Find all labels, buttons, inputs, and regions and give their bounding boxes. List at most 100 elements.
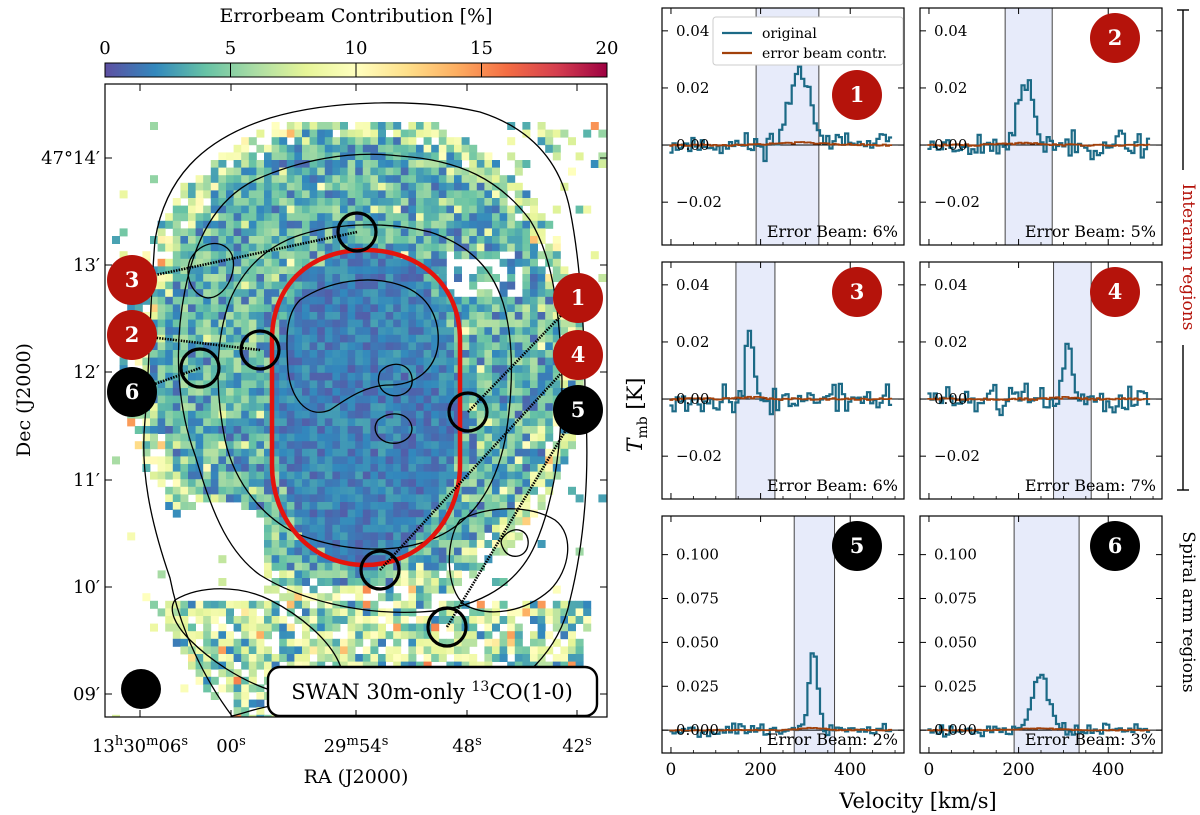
map-pixel bbox=[514, 646, 523, 655]
map-pixel bbox=[309, 228, 318, 237]
map-pixel bbox=[302, 388, 310, 396]
map-pixel bbox=[286, 661, 295, 670]
map-pixel bbox=[142, 456, 151, 465]
map-pixel bbox=[119, 228, 128, 237]
map-pixel bbox=[385, 289, 394, 298]
map-pixel bbox=[172, 213, 181, 222]
map-pixel bbox=[385, 570, 394, 579]
map-pixel bbox=[568, 654, 576, 662]
map-pixel bbox=[317, 486, 326, 495]
map-pixel bbox=[507, 327, 516, 336]
map-pixel bbox=[302, 426, 310, 434]
map-pixel bbox=[431, 327, 440, 336]
map-pixel bbox=[340, 167, 348, 176]
map-pixel bbox=[271, 350, 280, 358]
map-pixel bbox=[172, 289, 181, 298]
map-pixel bbox=[203, 175, 212, 184]
map-pixel bbox=[400, 357, 409, 366]
map-pixel bbox=[241, 418, 250, 427]
y-tick-label: 0.04 bbox=[676, 22, 709, 40]
map-pixel bbox=[279, 578, 288, 586]
map-pixel bbox=[484, 646, 493, 655]
map-pixel bbox=[408, 365, 417, 374]
map-pixel bbox=[568, 631, 576, 640]
map-pixel bbox=[286, 388, 295, 396]
map-pixel bbox=[264, 585, 272, 594]
map-pixel bbox=[340, 144, 348, 153]
map-pixel bbox=[416, 213, 424, 222]
map-pixel bbox=[203, 266, 212, 275]
map-pixel bbox=[286, 122, 295, 130]
map-pixel bbox=[271, 319, 280, 328]
y-tick-label: 0.00 bbox=[934, 136, 967, 154]
map-pixel bbox=[393, 304, 402, 313]
map-pixel bbox=[294, 388, 303, 396]
map-pixel bbox=[286, 509, 295, 518]
map-pixel bbox=[423, 570, 432, 579]
map-pixel bbox=[203, 418, 212, 427]
map-pixel bbox=[522, 296, 531, 305]
map-pixel bbox=[218, 266, 227, 275]
map-pixel bbox=[370, 464, 379, 472]
map-pixel bbox=[431, 304, 440, 313]
map-pixel bbox=[302, 456, 310, 465]
map-pixel bbox=[347, 524, 356, 533]
map-pixel bbox=[271, 585, 280, 594]
map-pixel bbox=[431, 578, 440, 586]
map-pixel bbox=[218, 426, 227, 434]
map-pixel bbox=[408, 661, 417, 670]
map-pixel bbox=[256, 464, 265, 472]
spectra-y-label-main: T bbox=[623, 437, 647, 453]
map-pixel bbox=[264, 608, 272, 617]
map-pixel bbox=[302, 448, 310, 457]
map-pixel bbox=[309, 494, 318, 503]
map-pixel bbox=[476, 509, 485, 518]
map-pixel bbox=[393, 441, 402, 450]
x-tick-label: 0 bbox=[924, 760, 935, 780]
map-pixel bbox=[271, 479, 280, 488]
map-pixel bbox=[469, 433, 478, 442]
map-x-tick-part: 54 bbox=[359, 736, 382, 757]
map-pixel bbox=[393, 638, 402, 647]
map-pixel bbox=[286, 547, 295, 556]
map-pixel bbox=[362, 167, 371, 176]
map-pixel bbox=[378, 357, 386, 366]
map-pixel bbox=[499, 403, 508, 412]
map-pixel bbox=[340, 410, 348, 419]
map-pixel bbox=[362, 410, 371, 419]
map-pixel bbox=[172, 304, 181, 313]
x-tick-label: 400 bbox=[1092, 760, 1124, 780]
map-pixel bbox=[309, 182, 318, 191]
map-pixel bbox=[469, 524, 478, 533]
map-pixel bbox=[469, 441, 478, 450]
map-pixel bbox=[172, 426, 181, 434]
map-pixel bbox=[332, 517, 341, 526]
map-pixel bbox=[226, 464, 234, 472]
map-pixel bbox=[195, 456, 204, 465]
map-pixel bbox=[271, 433, 280, 442]
map-pixel bbox=[226, 638, 234, 647]
map-pixel bbox=[416, 502, 424, 510]
map-pixel bbox=[408, 502, 417, 510]
map-pixel bbox=[431, 312, 440, 320]
map-pixel bbox=[484, 471, 493, 480]
map-pixel bbox=[347, 654, 356, 662]
colorbar-tick-label: 20 bbox=[596, 38, 619, 59]
map-pixel bbox=[385, 464, 394, 472]
map-pixel bbox=[393, 342, 402, 351]
map-pixel bbox=[210, 198, 219, 206]
map-pixel bbox=[271, 380, 280, 389]
map-pixel bbox=[279, 266, 288, 275]
map-pixel bbox=[264, 190, 272, 199]
map-pixel bbox=[218, 220, 227, 229]
map-pixel bbox=[279, 342, 288, 351]
map-pixel bbox=[537, 251, 546, 260]
map-pixel bbox=[590, 122, 599, 130]
map-pixel bbox=[317, 600, 326, 609]
map-pixel bbox=[438, 296, 447, 305]
map-pixel bbox=[461, 243, 470, 252]
map-pixel bbox=[248, 175, 257, 184]
map-pixel bbox=[294, 547, 303, 556]
map-pixel bbox=[332, 547, 341, 556]
